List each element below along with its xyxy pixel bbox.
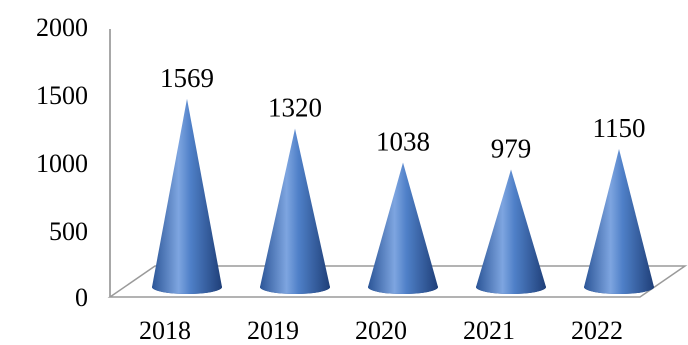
cone-bar-2018 bbox=[152, 98, 222, 295]
x-tick-label: 2021 bbox=[463, 316, 515, 345]
data-label: 1569 bbox=[160, 63, 214, 93]
floor-plane bbox=[107, 265, 688, 298]
cone-bar-2019 bbox=[260, 128, 330, 294]
y-tick-label: 1000 bbox=[36, 149, 88, 178]
y-tick-label: 0 bbox=[75, 283, 88, 312]
data-label: 1150 bbox=[593, 113, 646, 143]
data-label: 1038 bbox=[376, 126, 430, 156]
data-label: 979 bbox=[491, 134, 532, 164]
x-tick-label: 2020 bbox=[355, 316, 407, 345]
x-tick-label: 2022 bbox=[571, 316, 623, 345]
x-tick-label: 2019 bbox=[247, 316, 299, 345]
y-tick-label: 1500 bbox=[36, 81, 88, 110]
cone-bar-2022 bbox=[584, 149, 654, 294]
y-tick-label: 500 bbox=[49, 217, 88, 246]
cone-bar-2021 bbox=[476, 169, 546, 294]
y-tick-labels: 0 500 1000 1500 2000 bbox=[36, 13, 88, 312]
data-label: 1320 bbox=[268, 93, 322, 123]
y-tick-label: 2000 bbox=[36, 13, 88, 42]
cone-series: 1569 2018 1320 2019 1038 2020 979 2021 1150 2022 bbox=[139, 63, 654, 345]
x-tick-label: 2018 bbox=[139, 316, 191, 345]
cone-bar-2020 bbox=[368, 162, 438, 294]
